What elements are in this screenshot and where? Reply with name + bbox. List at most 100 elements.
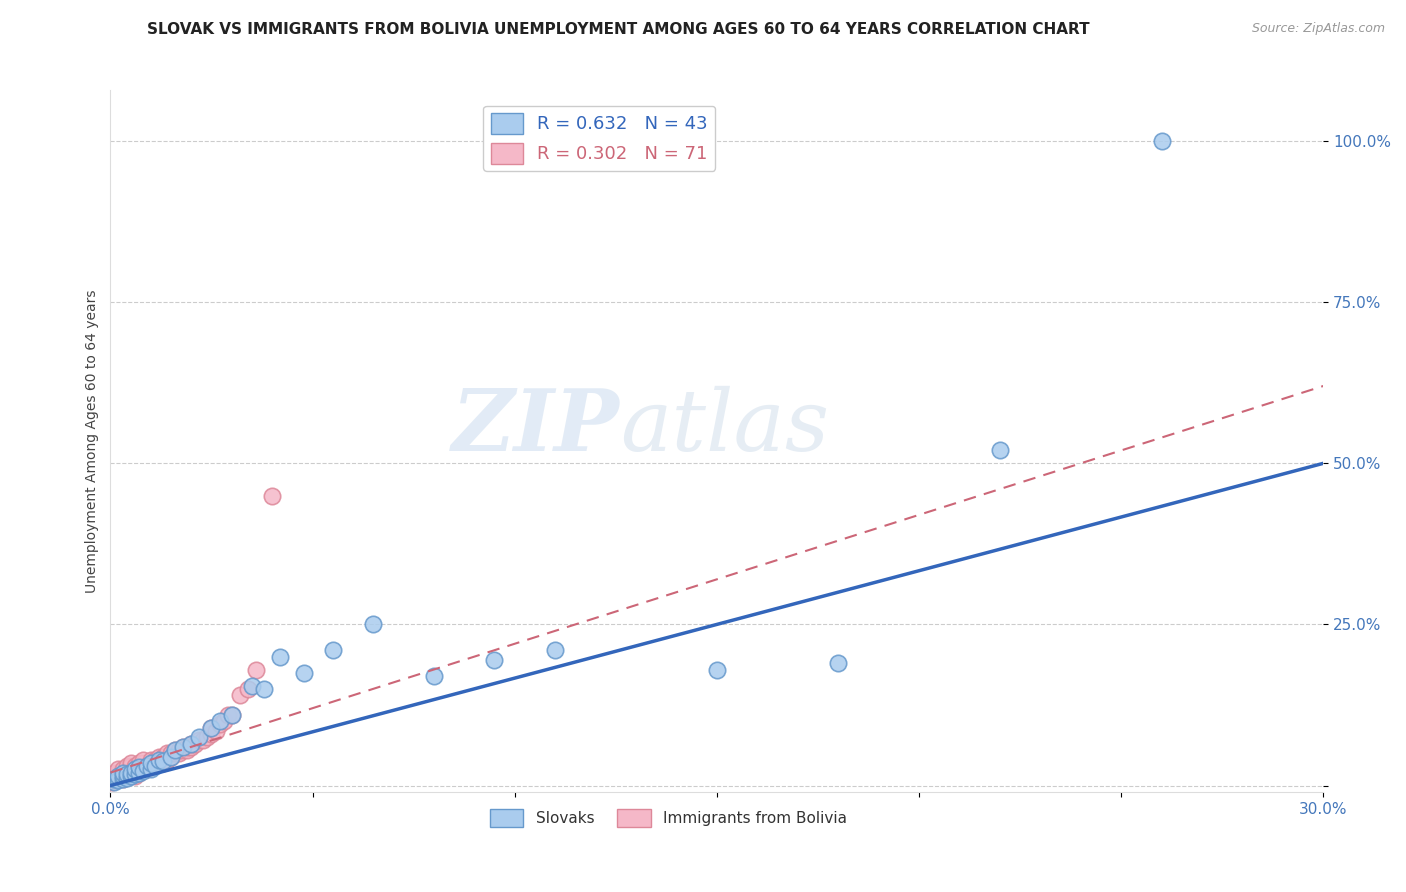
Text: Source: ZipAtlas.com: Source: ZipAtlas.com — [1251, 22, 1385, 36]
Point — [229, 688, 252, 702]
Point — [139, 753, 162, 767]
Point — [212, 714, 235, 728]
Point — [200, 721, 222, 735]
Point — [124, 767, 146, 781]
Point — [188, 730, 211, 744]
Point — [262, 489, 284, 503]
Point — [115, 765, 138, 780]
Point — [124, 759, 146, 773]
Point — [132, 764, 155, 779]
Point — [120, 756, 142, 770]
Point — [148, 749, 170, 764]
Point — [103, 775, 125, 789]
Point — [208, 714, 231, 728]
Point — [128, 756, 150, 770]
Point — [208, 717, 231, 731]
Point — [176, 743, 198, 757]
Point — [193, 733, 215, 747]
Point — [152, 754, 174, 768]
Point — [706, 663, 728, 677]
Point — [128, 760, 150, 774]
Point — [107, 769, 129, 783]
Point — [148, 753, 170, 767]
Point — [139, 756, 162, 770]
Point — [361, 617, 384, 632]
Point — [139, 763, 162, 777]
Point — [101, 773, 124, 788]
Point — [143, 756, 166, 770]
Point — [180, 739, 202, 754]
Point — [221, 707, 243, 722]
Point — [128, 765, 150, 780]
Point — [160, 747, 183, 761]
Point — [152, 756, 174, 770]
Point — [180, 737, 202, 751]
Point — [180, 737, 202, 751]
Point — [156, 747, 179, 761]
Point — [115, 759, 138, 773]
Point — [236, 681, 259, 696]
Point — [167, 747, 190, 761]
Point — [103, 772, 125, 786]
Point — [1150, 134, 1173, 148]
Point — [111, 769, 134, 783]
Point — [240, 679, 263, 693]
Point — [124, 763, 146, 777]
Legend: Slovaks, Immigrants from Bolivia: Slovaks, Immigrants from Bolivia — [484, 803, 853, 833]
Point — [165, 743, 187, 757]
Point — [111, 772, 134, 786]
Point — [204, 723, 226, 738]
Point — [156, 753, 179, 767]
Point — [120, 763, 142, 777]
Point — [143, 753, 166, 767]
Point — [172, 743, 194, 757]
Point — [221, 707, 243, 722]
Point — [107, 772, 129, 786]
Point — [120, 765, 142, 780]
Point — [124, 763, 146, 777]
Point — [100, 775, 122, 789]
Point — [132, 756, 155, 770]
Point — [184, 737, 207, 751]
Point — [294, 665, 316, 680]
Point — [103, 772, 125, 786]
Point — [217, 707, 239, 722]
Point — [188, 733, 211, 747]
Point — [111, 769, 134, 783]
Point — [135, 759, 157, 773]
Point — [132, 753, 155, 767]
Point — [111, 772, 134, 786]
Point — [107, 765, 129, 780]
Point — [103, 769, 125, 783]
Point — [120, 765, 142, 780]
Point — [165, 747, 187, 761]
Point — [143, 759, 166, 773]
Point — [107, 763, 129, 777]
Point — [132, 763, 155, 777]
Point — [167, 743, 190, 757]
Point — [135, 759, 157, 773]
Text: ZIP: ZIP — [451, 385, 620, 468]
Point — [128, 765, 150, 780]
Y-axis label: Unemployment Among Ages 60 to 64 years: Unemployment Among Ages 60 to 64 years — [86, 289, 100, 592]
Text: SLOVAK VS IMMIGRANTS FROM BOLIVIA UNEMPLOYMENT AMONG AGES 60 TO 64 YEARS CORRELA: SLOVAK VS IMMIGRANTS FROM BOLIVIA UNEMPL… — [148, 22, 1090, 37]
Point — [139, 756, 162, 770]
Point — [544, 643, 567, 657]
Point — [200, 721, 222, 735]
Point — [423, 669, 446, 683]
Point — [107, 769, 129, 783]
Point — [269, 649, 291, 664]
Point — [120, 769, 142, 783]
Point — [115, 771, 138, 785]
Point — [172, 739, 194, 754]
Point — [827, 656, 849, 670]
Point — [988, 443, 1011, 458]
Point — [139, 759, 162, 773]
Text: atlas: atlas — [620, 385, 830, 468]
Point — [176, 739, 198, 754]
Point — [197, 730, 219, 744]
Point — [128, 759, 150, 773]
Point — [152, 749, 174, 764]
Point — [484, 653, 506, 667]
Point — [115, 763, 138, 777]
